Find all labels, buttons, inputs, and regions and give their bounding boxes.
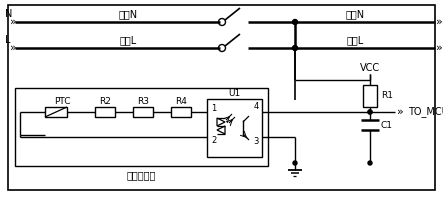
Bar [15,88,268,166]
Text: »: » [10,43,17,53]
Circle shape [292,19,298,25]
Text: C1: C1 [381,121,393,129]
Text: 前端N: 前端N [118,9,138,19]
Text: R4: R4 [175,97,187,107]
Text: 2: 2 [211,136,216,145]
Text: 后端N: 后端N [346,9,365,19]
Text: »: » [10,17,17,27]
Text: TO_MCU: TO_MCU [408,107,443,117]
Text: R1: R1 [381,91,393,101]
Circle shape [293,161,297,165]
Text: »: » [436,43,443,53]
Bar [133,107,153,117]
Bar [45,107,67,117]
Bar [363,85,377,107]
Text: N: N [5,9,12,19]
Text: L: L [5,35,11,45]
Text: 智能断路器: 智能断路器 [127,170,156,180]
Text: »: » [436,17,443,27]
Text: 前端L: 前端L [119,35,136,45]
Circle shape [368,110,372,114]
Bar [95,107,115,117]
Text: R2: R2 [99,97,111,107]
Text: R3: R3 [137,97,149,107]
Text: U1: U1 [229,89,241,97]
Bar [171,107,191,117]
Circle shape [292,46,298,50]
Text: VCC: VCC [360,63,380,73]
Circle shape [368,110,372,114]
Text: 后端L: 后端L [346,35,364,45]
Circle shape [368,161,372,165]
Text: 3: 3 [254,137,259,146]
Text: 4: 4 [254,102,259,111]
Text: »: » [397,107,404,117]
Text: PTC: PTC [54,97,70,107]
Text: 1: 1 [211,104,216,113]
Bar [207,99,262,157]
